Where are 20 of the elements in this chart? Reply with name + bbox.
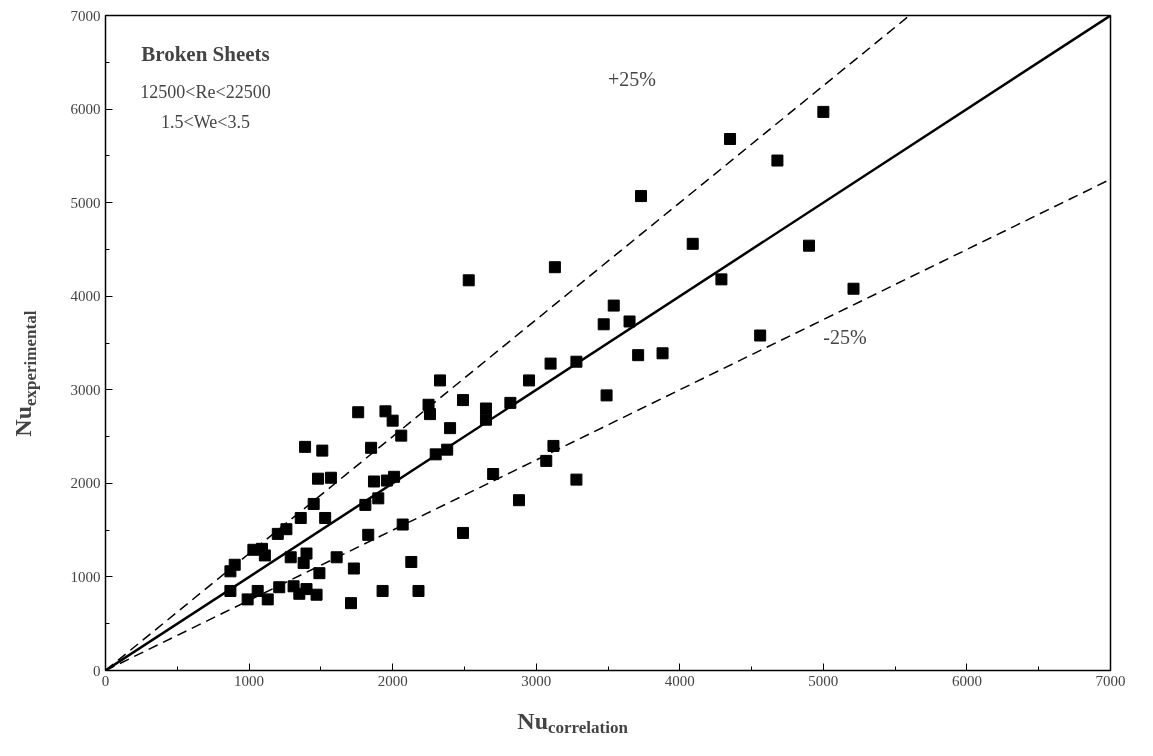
x-tick-label: 6000	[951, 672, 982, 689]
y-tick-label: 6000	[70, 101, 101, 118]
y-tick-label: 4000	[70, 288, 101, 305]
y-tick-label: 1000	[70, 568, 101, 585]
x-tick-label: 1000	[234, 672, 265, 689]
x-tick-label: 3000	[521, 672, 552, 689]
annotation: 1.5<We<3.5	[161, 111, 250, 132]
annotation: 12500<Re<22500	[140, 81, 271, 102]
x-tick-label: 7000	[1095, 672, 1126, 689]
annotation: +25%	[608, 68, 656, 91]
annotation: Broken Sheets	[141, 41, 270, 66]
x-tick-label: 4000	[664, 672, 695, 689]
annotation: -25%	[823, 325, 867, 348]
y-tick-label: 7000	[70, 7, 101, 24]
x-tick-label: 5000	[808, 672, 839, 689]
x-tick-label: 2000	[377, 672, 408, 689]
y-axis-title: Nuexperimental	[10, 310, 40, 437]
y-tick-label: 5000	[70, 194, 101, 211]
y-tick-label: 3000	[70, 381, 101, 398]
y-tick-label: 2000	[70, 475, 101, 492]
